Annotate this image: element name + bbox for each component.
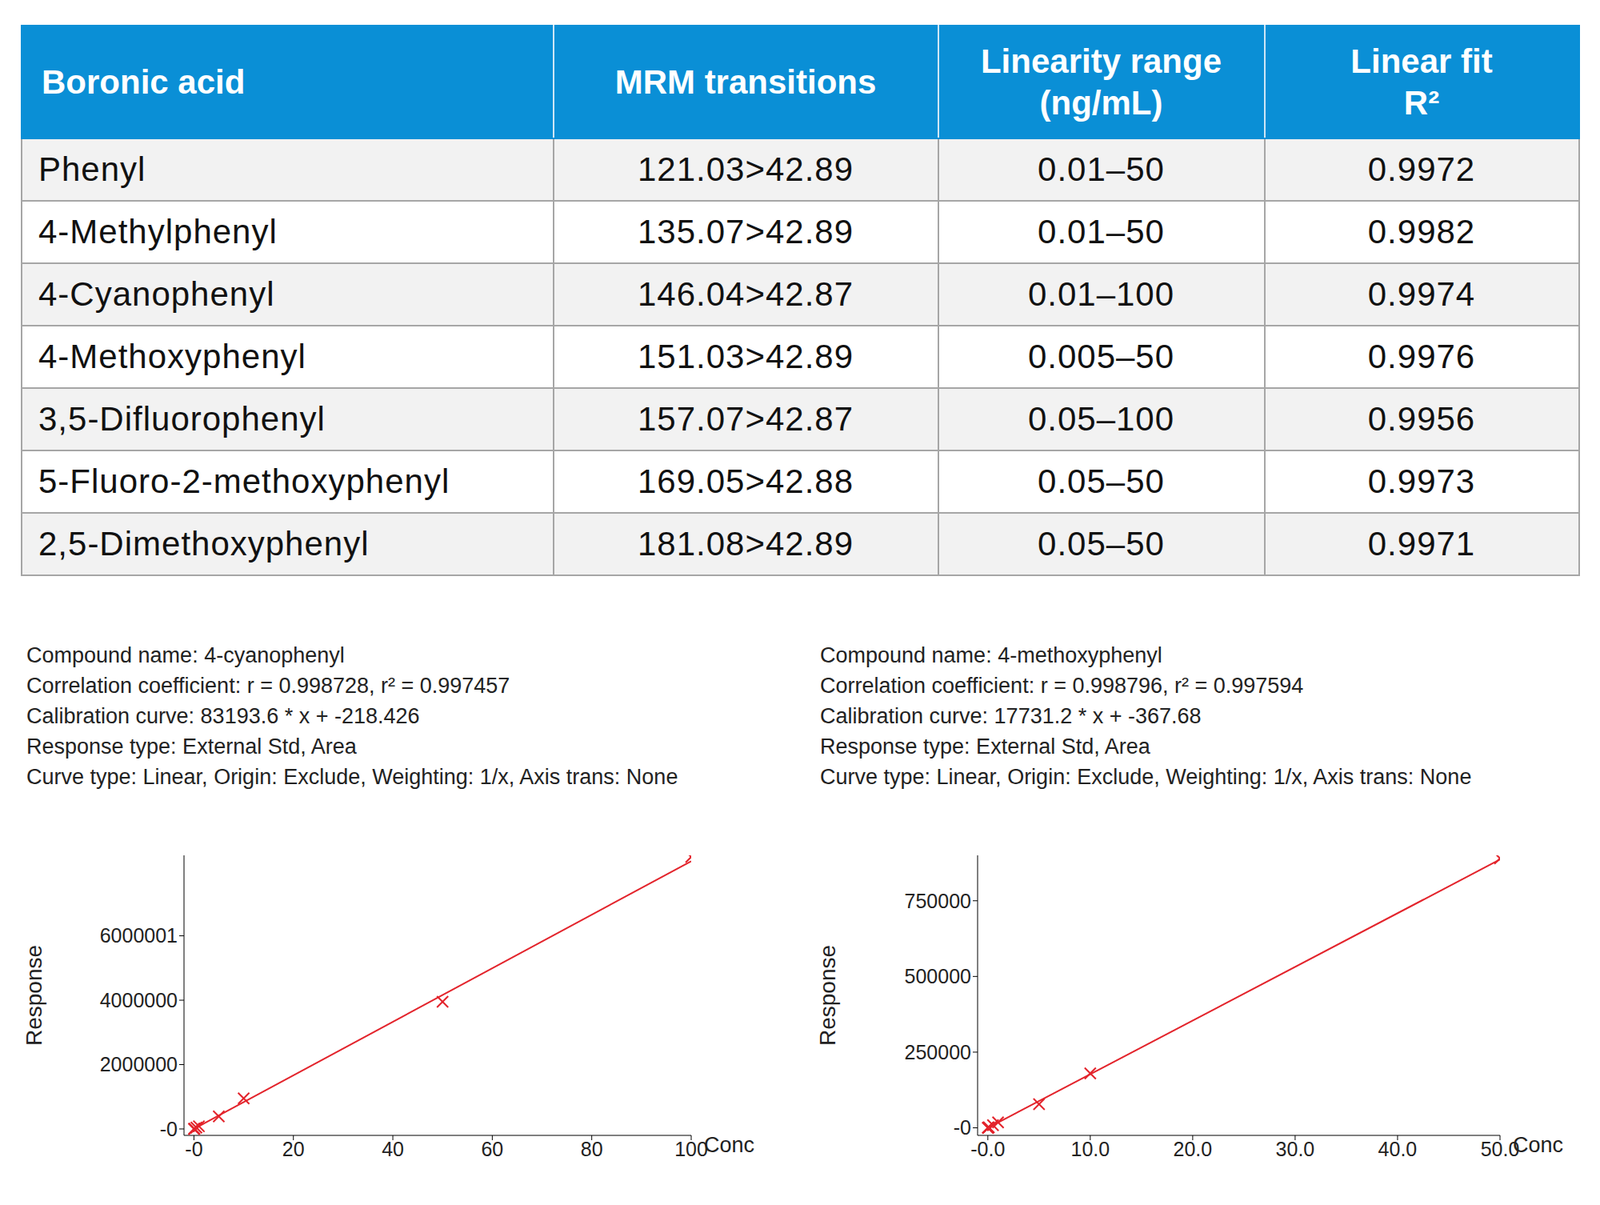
html-text:Response type: External Std, A: Response type: External Std, Area — [820, 734, 1151, 759]
html-text:0.9973: 0.9973 — [1367, 462, 1476, 500]
svg-text:Response: Response — [817, 944, 840, 1046]
html-text:169.05>42.88: 169.05>42.88 — [637, 462, 854, 500]
svg-text:750000: 750000 — [904, 889, 972, 912]
html-text:Linear fit R²: Linear fit R² — [1350, 42, 1493, 122]
html-text:181.08>42.89: 181.08>42.89 — [637, 524, 854, 563]
html-text:4-Cyanophenyl: 4-Cyanophenyl — [38, 275, 275, 313]
svg-text:-0: -0 — [953, 1116, 972, 1139]
html-text:Compound name: 4-methoxyphenyl: Compound name: 4-methoxyphenyl — [820, 643, 1163, 668]
html-text:0.9976: 0.9976 — [1367, 337, 1476, 376]
html-text:5-Fluoro-2-methoxyphenyl: 5-Fluoro-2-methoxyphenyl — [38, 462, 450, 500]
html-text:Boronic acid: Boronic acid — [41, 62, 246, 101]
svg-text:6000001: 6000001 — [100, 924, 178, 947]
html-text:Correlation coefficient: r = 0: Correlation coefficient: r = 0.998728, r… — [26, 673, 510, 698]
svg-text:Conc: Conc — [1512, 1132, 1564, 1157]
svg-text:Conc: Conc — [704, 1132, 755, 1157]
html-text:4-Methoxyphenyl: 4-Methoxyphenyl — [38, 337, 307, 376]
html-text:0.9974: 0.9974 — [1367, 275, 1476, 313]
html-text:2,5-Dimethoxyphenyl: 2,5-Dimethoxyphenyl — [38, 524, 370, 563]
html-text:135.07>42.89: 135.07>42.89 — [637, 212, 854, 251]
html-text:0.05–100: 0.05–100 — [1027, 400, 1175, 438]
html-text:0.005–50: 0.005–50 — [1027, 337, 1175, 376]
html-text:0.01–50: 0.01–50 — [1037, 150, 1165, 188]
html-text:Curve type: Linear, Origin: Ex: Curve type: Linear, Origin: Exclude, Wei… — [26, 764, 678, 789]
html-text:Response type: External Std, A: Response type: External Std, Area — [26, 734, 357, 759]
html-text:Linearity range (ng/mL): Linearity range (ng/mL) — [980, 42, 1222, 122]
html-text:146.04>42.87: 146.04>42.87 — [637, 275, 854, 313]
html-text:0.9971: 0.9971 — [1367, 524, 1476, 563]
html-text:0.9956: 0.9956 — [1367, 400, 1476, 438]
html-text:4-Methylphenyl: 4-Methylphenyl — [38, 212, 278, 251]
html-text:0.01–100: 0.01–100 — [1027, 275, 1175, 313]
svg-text:-0.0: -0.0 — [970, 1137, 1005, 1160]
svg-text:100: 100 — [674, 1137, 708, 1160]
svg-text:40.0: 40.0 — [1378, 1137, 1418, 1160]
html-text:Compound name: 4-cyanophenyl: Compound name: 4-cyanophenyl — [26, 643, 345, 668]
html-text:0.9982: 0.9982 — [1367, 212, 1476, 251]
html-text:0.9972: 0.9972 — [1367, 150, 1476, 188]
svg-text:50.0: 50.0 — [1480, 1137, 1520, 1160]
html-text:0.01–50: 0.01–50 — [1037, 212, 1165, 251]
html-text:157.07>42.87: 157.07>42.87 — [637, 400, 854, 438]
svg-text:20: 20 — [282, 1137, 305, 1160]
svg-text:2000000: 2000000 — [100, 1052, 178, 1076]
svg-text:-0: -0 — [160, 1117, 178, 1140]
html-text:121.03>42.89: 121.03>42.89 — [637, 150, 854, 188]
svg-text:250000: 250000 — [904, 1040, 972, 1064]
svg-text:80: 80 — [580, 1137, 604, 1160]
html-text:Correlation coefficient: r = 0: Correlation coefficient: r = 0.998796, r… — [820, 673, 1304, 698]
html-text:MRM transitions: MRM transitions — [614, 62, 877, 101]
html-text:Phenyl: Phenyl — [38, 150, 146, 188]
svg-text:4000000: 4000000 — [100, 988, 178, 1012]
html-text:0.05–50: 0.05–50 — [1037, 524, 1165, 563]
svg-text:10.0: 10.0 — [1071, 1137, 1111, 1160]
html-text:Calibration curve: 17731.2 * x: Calibration curve: 17731.2 * x + -367.68 — [820, 704, 1202, 728]
html-text:Curve type: Linear, Origin: Ex: Curve type: Linear, Origin: Exclude, Wei… — [820, 764, 1472, 789]
html-text:Calibration curve: 83193.6 * x: Calibration curve: 83193.6 * x + -218.42… — [26, 704, 420, 728]
svg-text:30.0: 30.0 — [1276, 1137, 1316, 1160]
svg-text:40: 40 — [381, 1137, 404, 1160]
html-text:3,5-Difluorophenyl: 3,5-Difluorophenyl — [38, 400, 326, 438]
html-text:151.03>42.89: 151.03>42.89 — [637, 337, 854, 376]
svg-text:-0: -0 — [184, 1137, 203, 1160]
svg-text:Response: Response — [24, 944, 47, 1046]
html-text:0.05–50: 0.05–50 — [1037, 462, 1165, 500]
svg-text:60: 60 — [480, 1137, 504, 1160]
svg-text:500000: 500000 — [904, 964, 972, 988]
svg-text:20.0: 20.0 — [1173, 1137, 1213, 1160]
